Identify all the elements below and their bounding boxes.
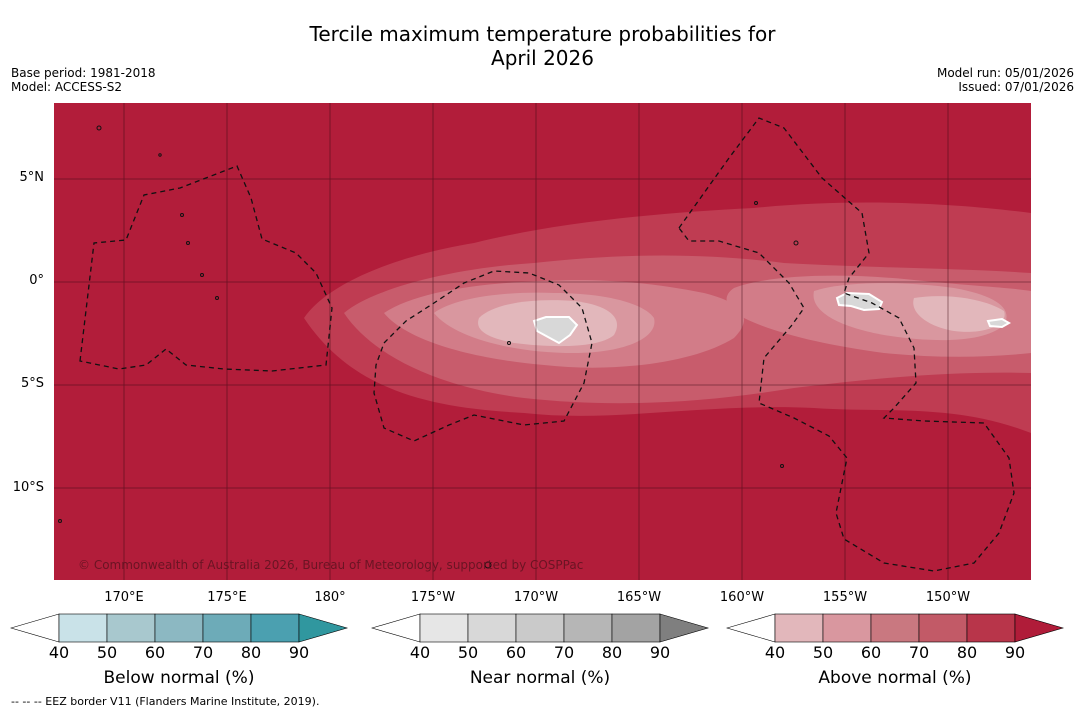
cb-below-tick-60: 60	[144, 643, 166, 662]
cb-below-tick-70: 70	[192, 643, 214, 662]
cb-below-tick-50: 50	[96, 643, 118, 662]
cb-below-tick-80: 80	[240, 643, 262, 662]
model-name: Model: ACCESS-S2	[11, 80, 123, 94]
island-3	[180, 213, 184, 217]
cb-above-tick-50: 50	[812, 643, 834, 662]
cb-near-seg-40-50	[419, 613, 469, 643]
map-copyright: © Commonwealth of Australia 2026, Bureau…	[78, 558, 584, 572]
cb-above-seg-60-70	[870, 613, 920, 643]
base-period: Base period: 1981-2018	[11, 66, 156, 80]
cb-near-seg-50-60	[467, 613, 517, 643]
island-outlines	[58, 125, 799, 569]
eez-borders	[79, 117, 1015, 572]
cb-above-seg-80-90	[966, 613, 1016, 643]
cb-near-tick-80: 80	[601, 643, 623, 662]
colorbar-near-normal	[371, 613, 710, 643]
cb-above-seg-40-50	[774, 613, 824, 643]
lon-label-175w: 175°W	[410, 590, 456, 605]
cb-below-seg-50-60	[106, 613, 156, 643]
lon-label-170w: 170°W	[513, 590, 559, 605]
cb-above-seg-70-80	[918, 613, 968, 643]
island-12	[58, 519, 62, 523]
lat-label-5s: 5°S	[20, 376, 44, 391]
lat-label-0: 0°	[29, 273, 44, 288]
title-line-2: April 2026	[491, 46, 594, 70]
cb-above-seg-50-60	[822, 613, 872, 643]
island-1	[96, 125, 102, 131]
lat-label-10s: 10°S	[12, 480, 44, 495]
lon-label-170e: 170°E	[104, 590, 144, 605]
cb-below-title: Below normal (%)	[103, 668, 255, 688]
band-above-40-east	[913, 296, 1005, 332]
island-2	[158, 153, 162, 157]
cb-above-tick-70: 70	[908, 643, 930, 662]
eez-tokelau-samoa	[373, 270, 593, 442]
cb-below-tick-90: 90	[288, 643, 310, 662]
island-11	[484, 561, 492, 569]
cb-above-ext-low	[726, 613, 776, 643]
island-9	[793, 240, 799, 246]
cb-near-ext-high	[659, 613, 710, 643]
island-10	[780, 464, 784, 468]
cb-below-seg-40-50	[58, 613, 108, 643]
near-normal-patch-2	[835, 291, 884, 312]
lat-label-5n: 5°N	[19, 170, 45, 185]
cb-above-tick-90: 90	[1004, 643, 1026, 662]
meta-left: Base period: 1981-2018 Model: ACCESS-S2	[11, 66, 156, 94]
probability-map	[54, 103, 1031, 580]
cb-near-seg-80-90	[611, 613, 661, 643]
island-8	[754, 201, 758, 205]
cb-near-tick-70: 70	[553, 643, 575, 662]
cb-near-tick-60: 60	[505, 643, 527, 662]
model-run: Model run: 05/01/2026	[936, 66, 1074, 80]
colorbar-above-normal	[726, 613, 1065, 643]
cb-below-ext-low	[10, 613, 60, 643]
lon-label-150w: 150°W	[925, 590, 971, 605]
lon-label-155w: 155°W	[822, 590, 868, 605]
cb-below-seg-70-80	[202, 613, 252, 643]
colorbar-below-normal	[10, 613, 349, 643]
lon-label-180: 180°	[314, 590, 346, 605]
island-6	[215, 296, 219, 300]
lon-label-175e: 175°E	[207, 590, 247, 605]
cb-above-tick-80: 80	[956, 643, 978, 662]
cb-below-tick-40: 40	[48, 643, 70, 662]
eez-footnote: -- -- -- EEZ border V11 (Flanders Marine…	[11, 695, 320, 708]
cb-near-tick-40: 40	[409, 643, 431, 662]
cb-above-tick-40: 40	[764, 643, 786, 662]
lon-label-160w: 160°W	[719, 590, 765, 605]
cb-below-ext-high	[298, 613, 349, 643]
island-7	[507, 341, 511, 345]
issued-date: Issued: 07/01/2026	[958, 80, 1074, 94]
cb-below-seg-80-90	[250, 613, 300, 643]
near-normal-patch-3	[986, 317, 1012, 329]
eez-tuvalu-kiribati	[79, 165, 333, 372]
cb-near-seg-70-80	[563, 613, 613, 643]
cb-above-title: Above normal (%)	[818, 668, 972, 688]
near-normal-patch-1	[532, 316, 579, 345]
map-title: Tercile maximum temperature probabilitie…	[0, 22, 1085, 70]
cb-near-tick-90: 90	[649, 643, 671, 662]
title-line-1: Tercile maximum temperature probabilitie…	[309, 22, 776, 46]
meta-right: Model run: 05/01/2026 Issued: 07/01/2026	[937, 66, 1074, 94]
cb-above-tick-60: 60	[860, 643, 882, 662]
island-5	[200, 273, 204, 277]
lon-label-165w: 165°W	[616, 590, 662, 605]
cb-below-seg-60-70	[154, 613, 204, 643]
cb-near-ext-low	[371, 613, 421, 643]
map-gridlines	[54, 103, 1031, 580]
cb-near-tick-50: 50	[457, 643, 479, 662]
eez-cook-islands-polynesia	[678, 117, 1015, 572]
island-4	[186, 241, 190, 245]
cb-near-seg-60-70	[515, 613, 565, 643]
cb-near-title: Near normal (%)	[469, 668, 611, 688]
cb-above-ext-high	[1014, 613, 1065, 643]
